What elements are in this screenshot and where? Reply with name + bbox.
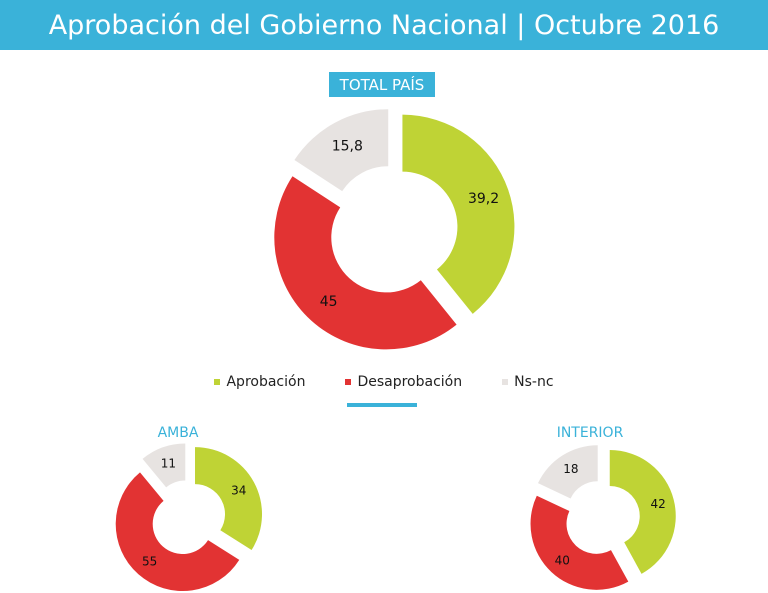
- legend-label-nsnc: Ns-nc: [514, 374, 554, 390]
- page-title: Aprobación del Gobierno Nacional | Octub…: [48, 9, 720, 41]
- header-bar: Aprobación del Gobierno Nacional | Octub…: [0, 0, 768, 50]
- amba-label-aprobacion: 34: [231, 483, 246, 497]
- legend-item-desaprobacion: Desaprobación: [345, 374, 462, 390]
- interior-label-aprobacion: 42: [651, 497, 666, 511]
- legend-underline: [347, 403, 417, 407]
- interior-title: INTERIOR: [556, 425, 624, 441]
- interior-slice-aprobacion: [609, 450, 676, 574]
- interior-label-desaprobacion: 40: [555, 553, 570, 567]
- amba-slice-desaprobacion: [115, 472, 240, 592]
- legend: Aprobación Desaprobación Ns-nc: [0, 374, 768, 390]
- total-label-nsnc: 15,8: [332, 138, 363, 154]
- legend-swatch-nsnc: [502, 379, 509, 385]
- legend-label-aprobacion: Aprobación: [226, 374, 306, 390]
- total-label-desaprobacion: 45: [320, 294, 338, 310]
- amba-label-desaprobacion: 55: [142, 555, 157, 569]
- legend-item-aprobacion: Aprobación: [214, 374, 305, 390]
- total-pais-badge: TOTAL PAÍS: [329, 72, 435, 97]
- total-label-aprobacion: 39,2: [468, 191, 499, 207]
- legend-swatch-desaprobacion: [345, 379, 352, 385]
- interior-slice-nsnc: [537, 445, 598, 499]
- legend-label-desaprobacion: Desaprobación: [357, 374, 463, 390]
- legend-swatch-aprobacion: [214, 379, 221, 385]
- interior-label-nsnc: 18: [563, 462, 578, 476]
- amba-label-nsnc: 11: [161, 457, 176, 471]
- legend-item-nsnc: Ns-nc: [502, 374, 554, 390]
- amba-title: AMBA: [157, 425, 199, 441]
- interior-slice-desaprobacion: [530, 495, 629, 590]
- total-slice-desaprobacion: [274, 176, 457, 350]
- total-slice-aprobacion: [402, 114, 515, 314]
- total-slice-nsnc: [294, 109, 389, 192]
- amba-slice-nsnc: [142, 443, 186, 488]
- amba-slice-aprobacion: [195, 447, 263, 551]
